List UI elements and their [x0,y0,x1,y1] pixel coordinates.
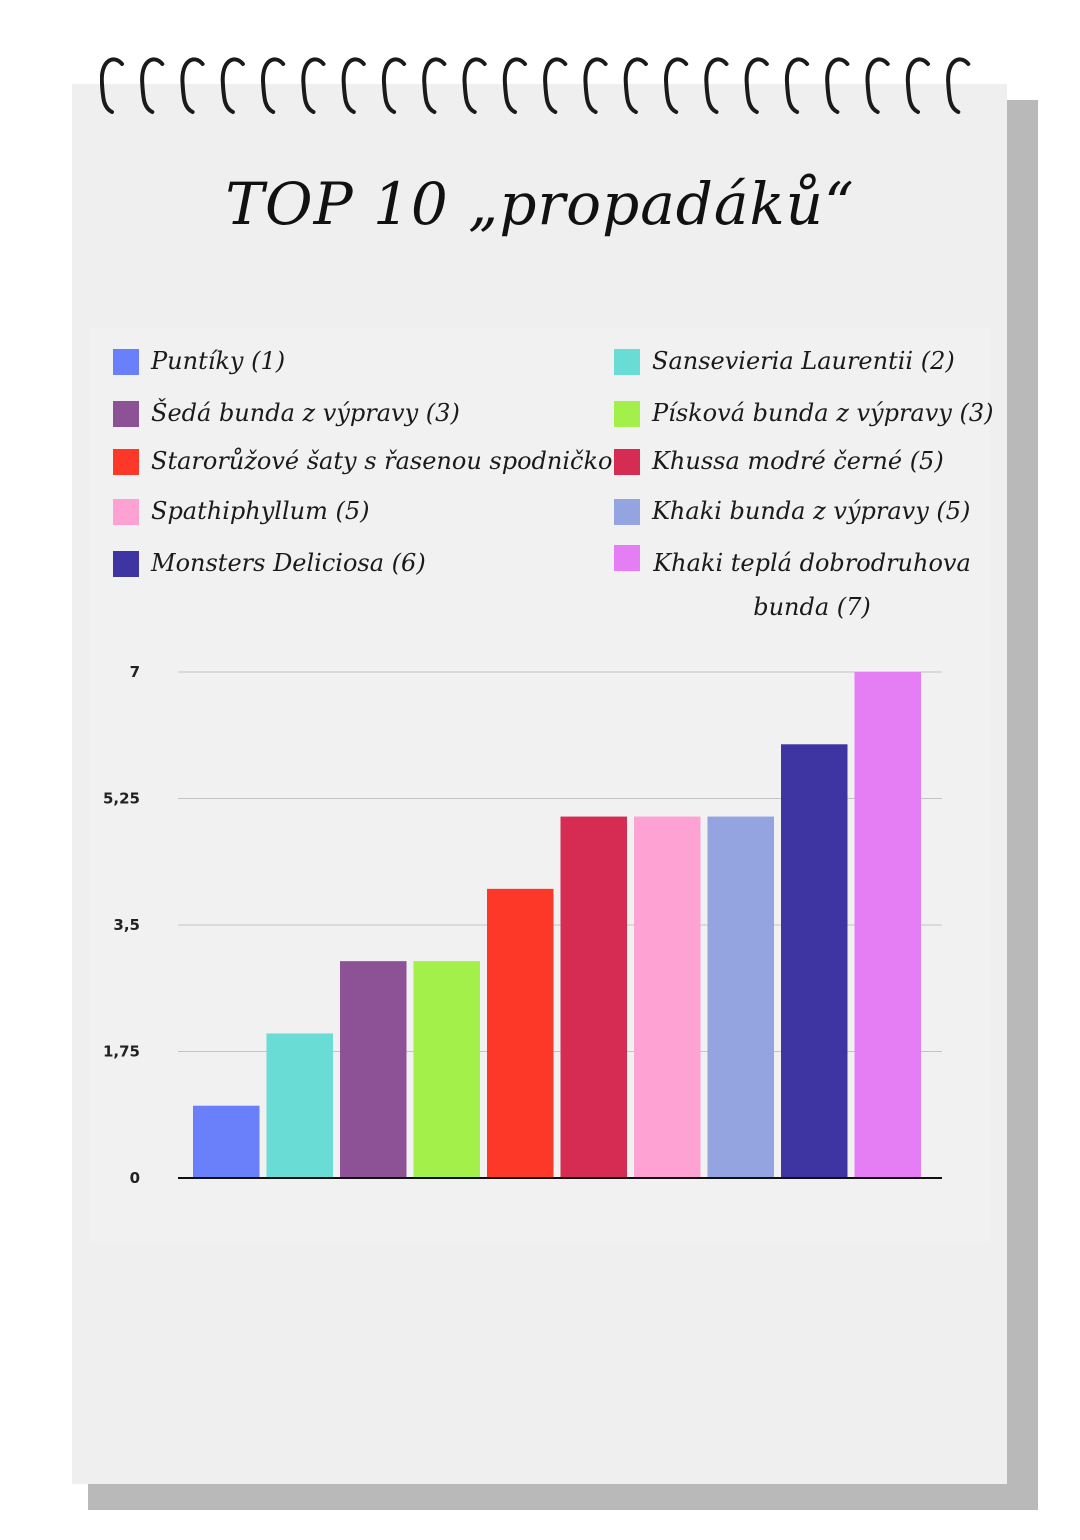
y-tick-label: 3,5 [113,916,140,934]
bar: Starorůžové šaty s řasenou spodničkou: 4 [487,888,554,1178]
binding-ring [502,57,527,114]
bar: Šedá bunda z výpravy (3): 3 [340,961,407,1178]
binding-ring [744,57,769,114]
legend-swatch [113,349,139,375]
legend-label: Khaki bunda z výpravy (5) [652,497,971,525]
binding-ring [785,57,810,114]
legend-swatch [614,545,640,571]
binding-ring [704,57,729,114]
binding-ring [220,57,245,114]
binding-ring [341,57,366,114]
legend-swatch [614,401,640,427]
binding-ring [946,57,971,114]
binding-ring [543,57,568,114]
legend-label: Šedá bunda z výpravy (3) [151,399,460,427]
binding-ring [140,57,165,114]
binding-ring [825,57,850,114]
bar: Sansevieria Laurentii (2): 2 [266,1033,333,1178]
binding-ring [261,57,286,114]
legend-swatch [614,349,640,375]
spiral-binding [100,57,971,114]
legend-swatch [113,551,139,577]
chart-title: TOP 10 „propadáků“ [225,170,855,238]
legend-label: Monsters Deliciosa (6) [151,549,426,577]
binding-ring [623,57,648,114]
bar: Monsters Deliciosa (6): 6 [781,744,848,1178]
legend-swatch [614,449,640,475]
bar: Khussa modré černé (5): 5 [560,816,627,1178]
bar: Písková bunda z výpravy (3): 3 [413,961,480,1178]
y-tick-label: 7 [130,663,140,681]
binding-ring [462,57,487,114]
bar: Puntíky (1): 1 [193,1105,260,1178]
binding-ring [422,57,447,114]
binding-ring [382,57,407,114]
legend-label: Puntíky (1) [151,347,286,375]
y-tick-label: 1,75 [103,1043,140,1061]
binding-ring [664,57,689,114]
y-tick-label: 5,25 [103,790,140,808]
binding-ring [100,57,124,114]
y-tick-label: 0 [130,1169,140,1187]
legend-swatch [113,449,139,475]
binding-ring [301,57,326,114]
legend-label: Khussa modré černé (5) [652,447,944,475]
legend-label: Sansevieria Laurentii (2) [652,347,955,375]
binding-ring [905,57,930,114]
binding-ring [180,57,205,114]
legend-label: Spathiphyllum (5) [151,497,370,525]
bar: Khaki bunda z výpravy (5): 5 [707,816,774,1178]
legend-label: Písková bunda z výpravy (3) [652,399,994,427]
binding-ring [583,57,608,114]
legend-label: Starorůžové šaty s řasenou spodničkou [151,447,628,475]
bar-chart: 0 1,75 3,5 5,25 7 Puntíky (1): 1Sansevieria L… [103,663,942,1187]
legend-label: Khaki teplá dobrodruhova bunda (7) [653,549,971,621]
legend-swatch [113,401,139,427]
bar: Khaki teplá dobrodruhova bunda (7): 7 [854,672,921,1178]
legend-swatch [113,499,139,525]
binding-ring [865,57,890,114]
bar: Spathiphyllum (5): 5 [634,816,701,1178]
legend-swatch [614,499,640,525]
